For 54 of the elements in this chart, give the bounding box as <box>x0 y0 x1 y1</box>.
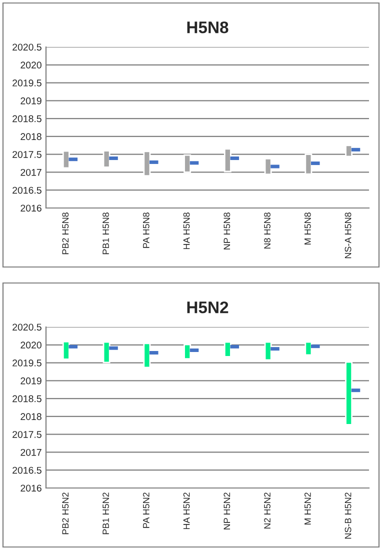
y-tick-label: 2016.5 <box>12 466 42 474</box>
x-tick-label: M H5N2 <box>304 492 311 525</box>
y-tick-label: 2020.5 <box>12 324 42 331</box>
x-tick-label: M H5N8 <box>304 212 311 245</box>
y-tick-label: 2019.5 <box>12 80 42 86</box>
bar <box>62 340 70 360</box>
y-tick-label: 2018 <box>20 413 42 420</box>
x-tick-label: PB2 H5N2 <box>62 492 69 534</box>
chart-title: H5N2 <box>187 301 228 314</box>
bar <box>264 158 272 176</box>
y-tick-label: 2019 <box>20 377 42 384</box>
bar <box>143 342 151 368</box>
bar <box>304 341 312 356</box>
bar <box>184 344 192 360</box>
bar <box>224 148 232 172</box>
y-tick-label: 2020 <box>20 342 42 349</box>
y-tick-label: 2017.5 <box>12 151 42 158</box>
y-tick-label: 2019 <box>20 97 42 104</box>
y-tick-label: 2018.5 <box>12 395 42 402</box>
bar <box>102 150 110 168</box>
x-tick-label: PB2 H5N8 <box>62 212 69 254</box>
bar <box>102 341 110 364</box>
x-tick-label: PB1 H5N2 <box>102 492 109 534</box>
y-tick-label: 2016.5 <box>12 186 42 194</box>
y-tick-label: 2018.5 <box>12 115 42 122</box>
y-tick-label: 2017 <box>20 448 42 456</box>
x-tick-label: NS-B H5N2 <box>344 492 352 539</box>
x-tick-label: NP H5N8 <box>224 212 230 250</box>
x-tick-label: PA H5N2 <box>142 492 150 528</box>
y-tick-label: 2016 <box>20 484 42 492</box>
y-tick-label: 2016 <box>20 204 42 212</box>
bar <box>264 341 272 361</box>
x-tick-label: HA H5N8 <box>183 212 190 250</box>
bar <box>184 154 192 173</box>
y-tick-label: 2020.5 <box>12 44 42 51</box>
chart-title: H5N8 <box>187 21 228 34</box>
y-tick-label: 2017.5 <box>12 431 42 438</box>
bar <box>304 154 312 175</box>
y-tick-label: 2017 <box>20 168 42 176</box>
x-tick-label: HA H5N2 <box>183 492 190 530</box>
bar <box>62 150 70 169</box>
x-tick-label: NS-A H5N8 <box>344 212 352 258</box>
y-tick-label: 2018 <box>20 133 42 140</box>
x-tick-label: PB1 H5N8 <box>102 212 109 254</box>
y-tick-label: 2019.5 <box>12 360 42 366</box>
x-tick-label: N2 H5N2 <box>264 492 270 529</box>
x-tick-label: N8 H5N8 <box>264 212 270 249</box>
x-tick-label: PA H5N8 <box>142 212 150 248</box>
bar <box>224 341 232 358</box>
x-tick-label: NP H5N2 <box>224 492 230 530</box>
bar <box>345 361 353 426</box>
y-tick-label: 2020 <box>20 62 42 69</box>
bar <box>345 144 353 158</box>
bar <box>143 150 151 176</box>
